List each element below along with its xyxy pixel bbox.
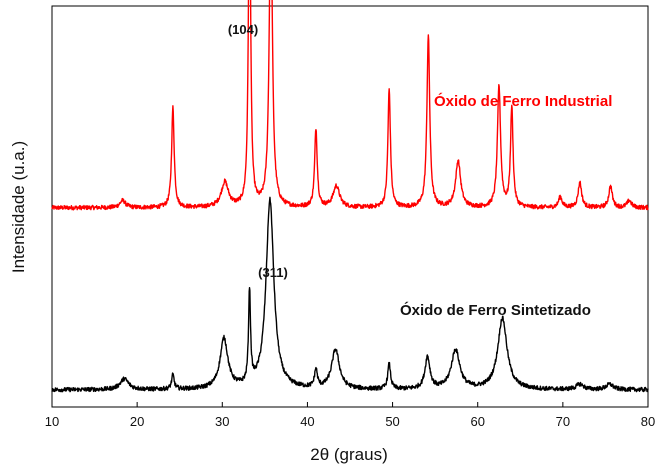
x-tick-label-70: 70: [556, 414, 570, 429]
x-axis-ticks: 10 20 30 40 50 60 70 80: [45, 402, 655, 429]
peak-label-104: (104): [228, 22, 258, 37]
series-layer: [51, 0, 649, 393]
series-label-sintetizado: Óxido de Ferro Sintetizado: [400, 301, 591, 319]
x-axis-title: 2θ (graus): [310, 445, 387, 464]
peak-label-311: (311): [258, 265, 288, 280]
series-line-sintetizado: [51, 196, 649, 393]
y-axis-title: Intensidade (u.a.): [9, 141, 28, 273]
x-tick-label-10: 10: [45, 414, 59, 429]
x-tick-label-60: 60: [470, 414, 484, 429]
x-tick-label-20: 20: [130, 414, 144, 429]
x-tick-label-80: 80: [641, 414, 655, 429]
x-tick-label-50: 50: [385, 414, 399, 429]
x-tick-label-30: 30: [215, 414, 229, 429]
series-line-industrial: [51, 0, 649, 211]
x-tick-label-40: 40: [300, 414, 314, 429]
series-label-industrial: Óxido de Ferro Industrial: [434, 92, 612, 110]
